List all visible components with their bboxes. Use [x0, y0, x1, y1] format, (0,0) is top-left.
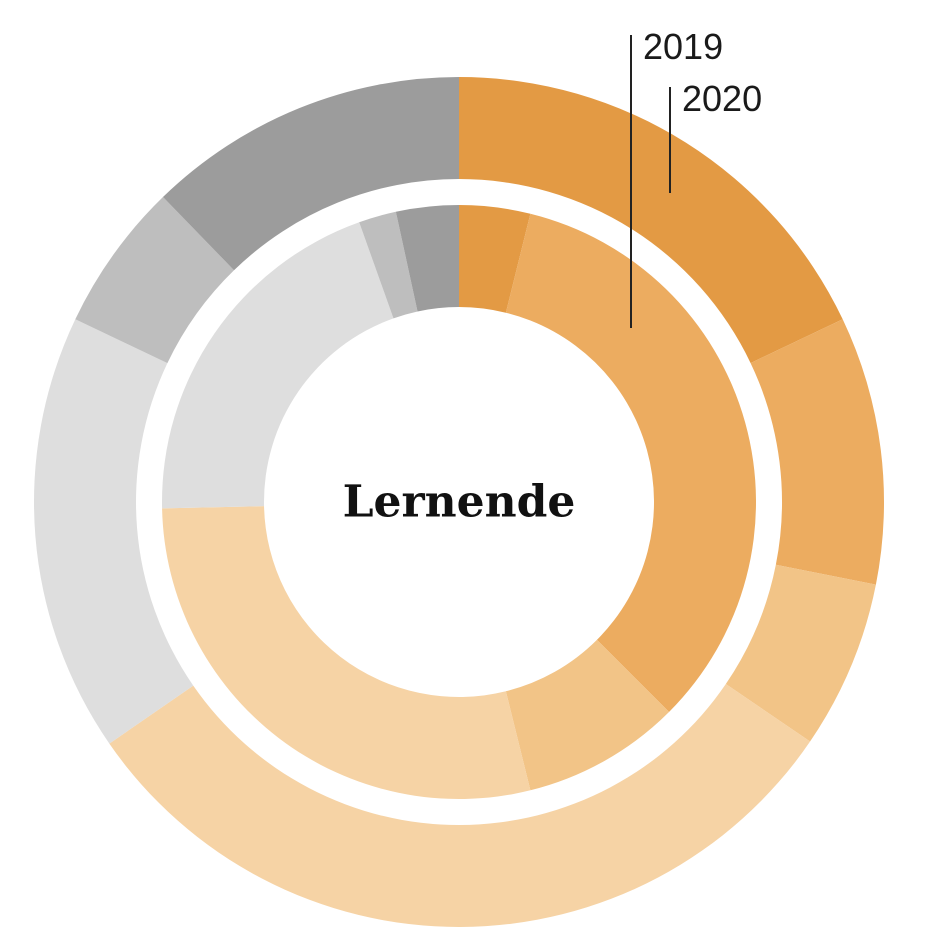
slice-2019-2	[505, 213, 756, 713]
slice-2019-1	[459, 205, 531, 313]
slice-2019-4	[162, 506, 531, 799]
slice-2020-7	[162, 76, 459, 271]
ring-2019	[162, 205, 756, 799]
slice-2020-3	[725, 564, 876, 742]
ring-label-2019: 2019	[643, 26, 723, 67]
center-label: Lernende	[343, 477, 576, 528]
slice-2020-1	[459, 77, 843, 364]
slice-2019-7	[395, 205, 459, 312]
slice-2019-5	[162, 222, 394, 509]
slice-2020-6	[75, 197, 235, 364]
slice-2020-5	[33, 319, 194, 744]
ring-2020	[33, 76, 885, 927]
slice-2020-2	[750, 319, 885, 585]
slice-2019-3	[505, 639, 670, 791]
ring-label-2020: 2020	[682, 78, 762, 119]
slice-2020-4	[109, 684, 811, 927]
slice-2019-6	[359, 211, 418, 319]
